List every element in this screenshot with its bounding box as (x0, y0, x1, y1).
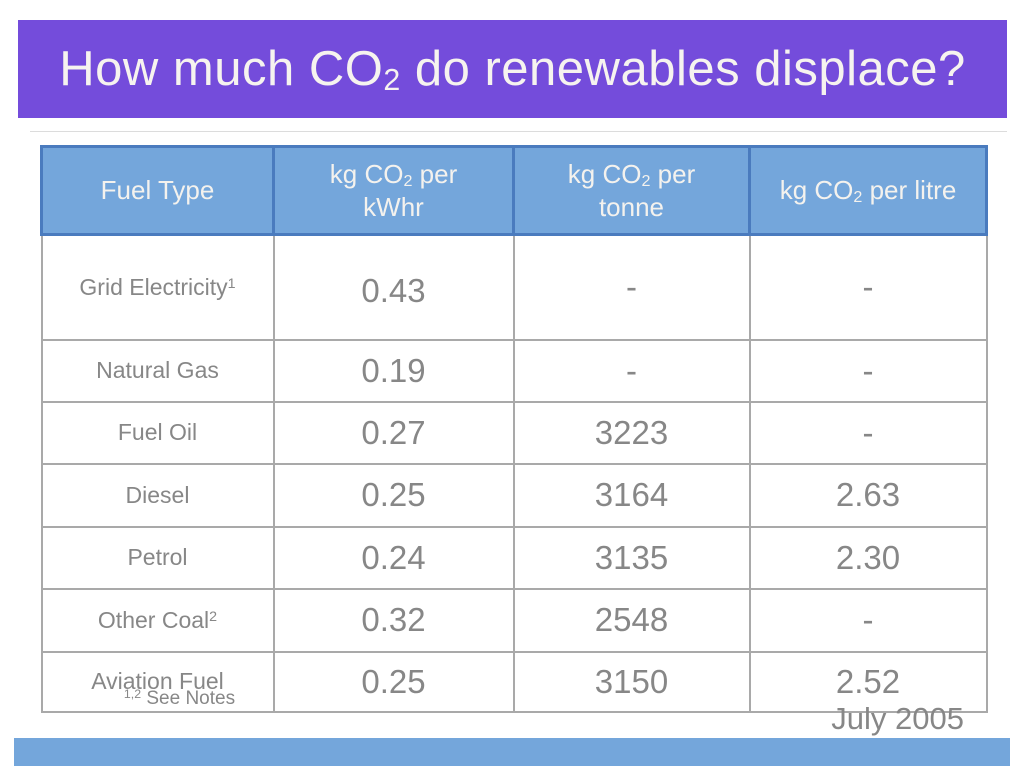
column-header-kg-co2-per-litre: kg CO2 per litre (748, 145, 988, 236)
fuel-type-cell: Diesel (40, 462, 275, 528)
slide-title: How much CO2 do renewables displace? (59, 42, 966, 98)
column-header-kg-co2-per-tonne: kg CO2 per tonne (512, 145, 751, 236)
litre-value-cell: - (748, 400, 988, 465)
tonne-value-cell: 2548 (512, 587, 751, 653)
tonne-value-cell: 3164 (512, 462, 751, 528)
content-placeholder-line (30, 131, 1007, 132)
table-row-other-coal: Other Coal2 0.32 2548 - (40, 587, 988, 653)
table-row-natural-gas: Natural Gas 0.19 - - (40, 338, 988, 403)
table-row-diesel: Diesel 0.25 3164 2.63 (40, 462, 988, 528)
litre-value-cell: 2.30 (748, 525, 988, 590)
litre-value-cell: - (748, 587, 988, 653)
table-header-row: Fuel Type kg CO2 per kWhr kg CO2 per tonne… (40, 145, 988, 236)
kwhr-value-cell: 0.43 (272, 233, 515, 341)
fuel-type-cell: Grid Electricity1 (40, 233, 275, 341)
kwhr-value-cell: 0.27 (272, 400, 515, 465)
kwhr-value-cell: 0.25 (272, 462, 515, 528)
kwhr-value-cell: 0.19 (272, 338, 515, 403)
kwhr-value-cell: 0.25 (272, 650, 515, 713)
litre-value-cell: 2.52 (748, 650, 988, 713)
kwhr-value-cell: 0.24 (272, 525, 515, 590)
see-notes-footnote: 1,2 See Notes (123, 687, 236, 709)
column-header-kg-co2-per-kwhr: kg CO2 per kWhr (272, 145, 515, 236)
table-row-grid-electricity: Grid Electricity1 0.43 - - (40, 233, 988, 341)
footer-bar (14, 738, 1010, 766)
fuel-type-cell: Fuel Oil (40, 400, 275, 465)
title-banner: How much CO2 do renewables displace? (18, 20, 1007, 118)
fuel-co2-table: Fuel Type kg CO2 per kWhr kg CO2 per tonne… (40, 145, 988, 713)
column-header-fuel-type: Fuel Type (40, 145, 275, 236)
litre-value-cell: 2.63 (748, 462, 988, 528)
tonne-value-cell: 3223 (512, 400, 751, 465)
fuel-type-cell: Aviation Fuel (40, 650, 275, 713)
table-row-fuel-oil: Fuel Oil 0.27 3223 - (40, 400, 988, 465)
fuel-type-cell: Other Coal2 (40, 587, 275, 653)
tonne-value-cell: - (512, 233, 751, 341)
litre-value-cell: - (748, 338, 988, 403)
tonne-value-cell: 3135 (512, 525, 751, 590)
table-row-petrol: Petrol 0.24 3135 2.30 (40, 525, 988, 590)
slide-date: July 2005 (831, 701, 964, 736)
fuel-type-cell: Petrol (40, 525, 275, 590)
tonne-value-cell: - (512, 338, 751, 403)
kwhr-value-cell: 0.32 (272, 587, 515, 653)
fuel-type-cell: Natural Gas (40, 338, 275, 403)
table-row-aviation-fuel: Aviation Fuel 0.25 3150 2.52 (40, 650, 988, 713)
tonne-value-cell: 3150 (512, 650, 751, 713)
litre-value-cell: - (748, 233, 988, 341)
